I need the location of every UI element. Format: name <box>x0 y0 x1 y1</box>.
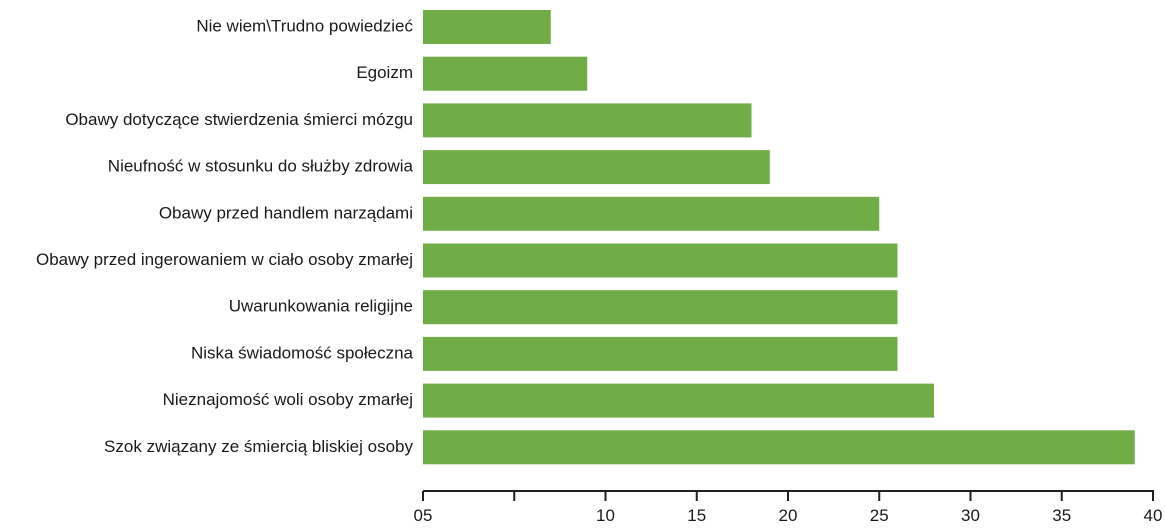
category-label: Niska świadomość społeczna <box>191 343 414 362</box>
bar <box>423 103 752 138</box>
x-tick-label: 25 <box>870 506 889 525</box>
bar <box>423 290 898 325</box>
x-tick-label: 35 <box>1052 506 1071 525</box>
x-axis: 05 10 15 20 25 30 35 40 <box>414 490 1163 525</box>
category-label: Obawy dotyczące stwierdzenia śmierci móz… <box>65 110 413 129</box>
category-label: Egoizm <box>356 63 413 82</box>
x-tick-label: 05 <box>414 506 433 525</box>
x-tick-label: 20 <box>779 506 798 525</box>
bars <box>423 10 1135 465</box>
bar <box>423 336 898 371</box>
x-tick-label: 10 <box>596 506 615 525</box>
category-label: Szok związany ze śmiercią bliskiej osoby <box>104 437 413 456</box>
bar <box>423 430 1135 465</box>
x-tick-label: 15 <box>687 506 706 525</box>
bar <box>423 383 934 418</box>
category-label: Obawy przed ingerowaniem w ciało osoby z… <box>36 250 413 269</box>
category-label: Nieznajomość woli osoby zmarłej <box>163 390 413 409</box>
category-labels: Nie wiem\Trudno powiedzieć Egoizm Obawy do… <box>36 16 414 455</box>
bar <box>423 243 898 278</box>
category-label: Uwarunkowania religijne <box>229 297 413 316</box>
x-tick-label: 30 <box>961 506 980 525</box>
bar <box>423 150 770 185</box>
category-label: Nieufność w stosunku do służby zdrowia <box>108 157 414 176</box>
category-label: Obawy przed handlem narządami <box>159 203 413 222</box>
bar <box>423 56 588 91</box>
x-tick-label: 40 <box>1144 506 1163 525</box>
category-label: Nie wiem\Trudno powiedzieć <box>196 16 413 35</box>
bar <box>423 10 551 44</box>
bar <box>423 196 880 231</box>
